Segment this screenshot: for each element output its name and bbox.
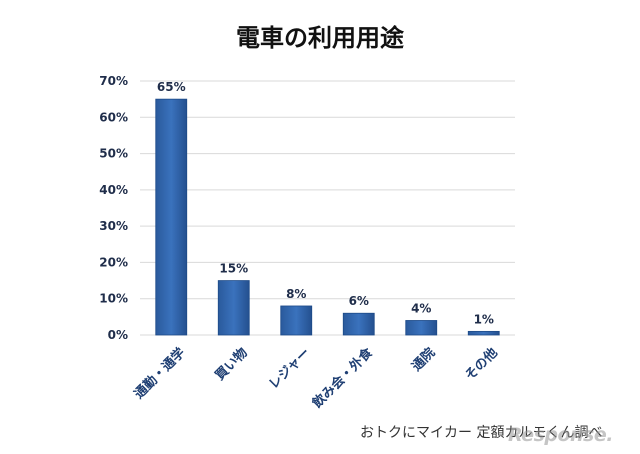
- bars: [155, 98, 500, 336]
- data-label: 8%: [286, 287, 306, 301]
- y-tick-label: 60%: [99, 110, 128, 124]
- watermark-logo: Response.: [508, 424, 613, 446]
- y-tick-label: 0%: [108, 328, 128, 342]
- category-label: レジャー: [266, 345, 313, 392]
- y-axis-ticks: 0% 10% 20% 30% 40% 50% 60% 70%: [99, 74, 128, 342]
- bar: [405, 320, 438, 336]
- y-tick-label: 30%: [99, 219, 128, 233]
- chart-title: 電車の利用用途: [236, 24, 404, 52]
- source-note: おトクにマイカー 定額カルモくん調べ: [360, 425, 603, 441]
- gridlines: [140, 80, 515, 336]
- data-label: 15%: [219, 262, 248, 276]
- bar: [217, 280, 250, 336]
- bar: [467, 330, 500, 336]
- data-label: 6%: [349, 294, 369, 308]
- category-label: 飲み会・外食: [309, 344, 377, 412]
- y-tick-label: 40%: [99, 183, 128, 197]
- data-label: 4%: [411, 301, 431, 315]
- y-tick-label: 50%: [99, 147, 128, 161]
- category-label: 買い物: [212, 345, 251, 384]
- data-label: 65%: [157, 80, 186, 94]
- bar: [280, 305, 313, 336]
- data-labels: 65% 15% 8% 6% 4% 1%: [157, 80, 494, 326]
- y-tick-label: 70%: [99, 74, 128, 88]
- category-label: 通院: [409, 345, 439, 375]
- category-label: 通勤・通学: [131, 345, 188, 402]
- data-label: 1%: [474, 312, 494, 326]
- bar: [155, 98, 188, 336]
- bar: [342, 312, 375, 336]
- y-tick-label: 20%: [99, 255, 128, 269]
- category-label: その他: [462, 345, 501, 384]
- y-tick-label: 10%: [99, 292, 128, 306]
